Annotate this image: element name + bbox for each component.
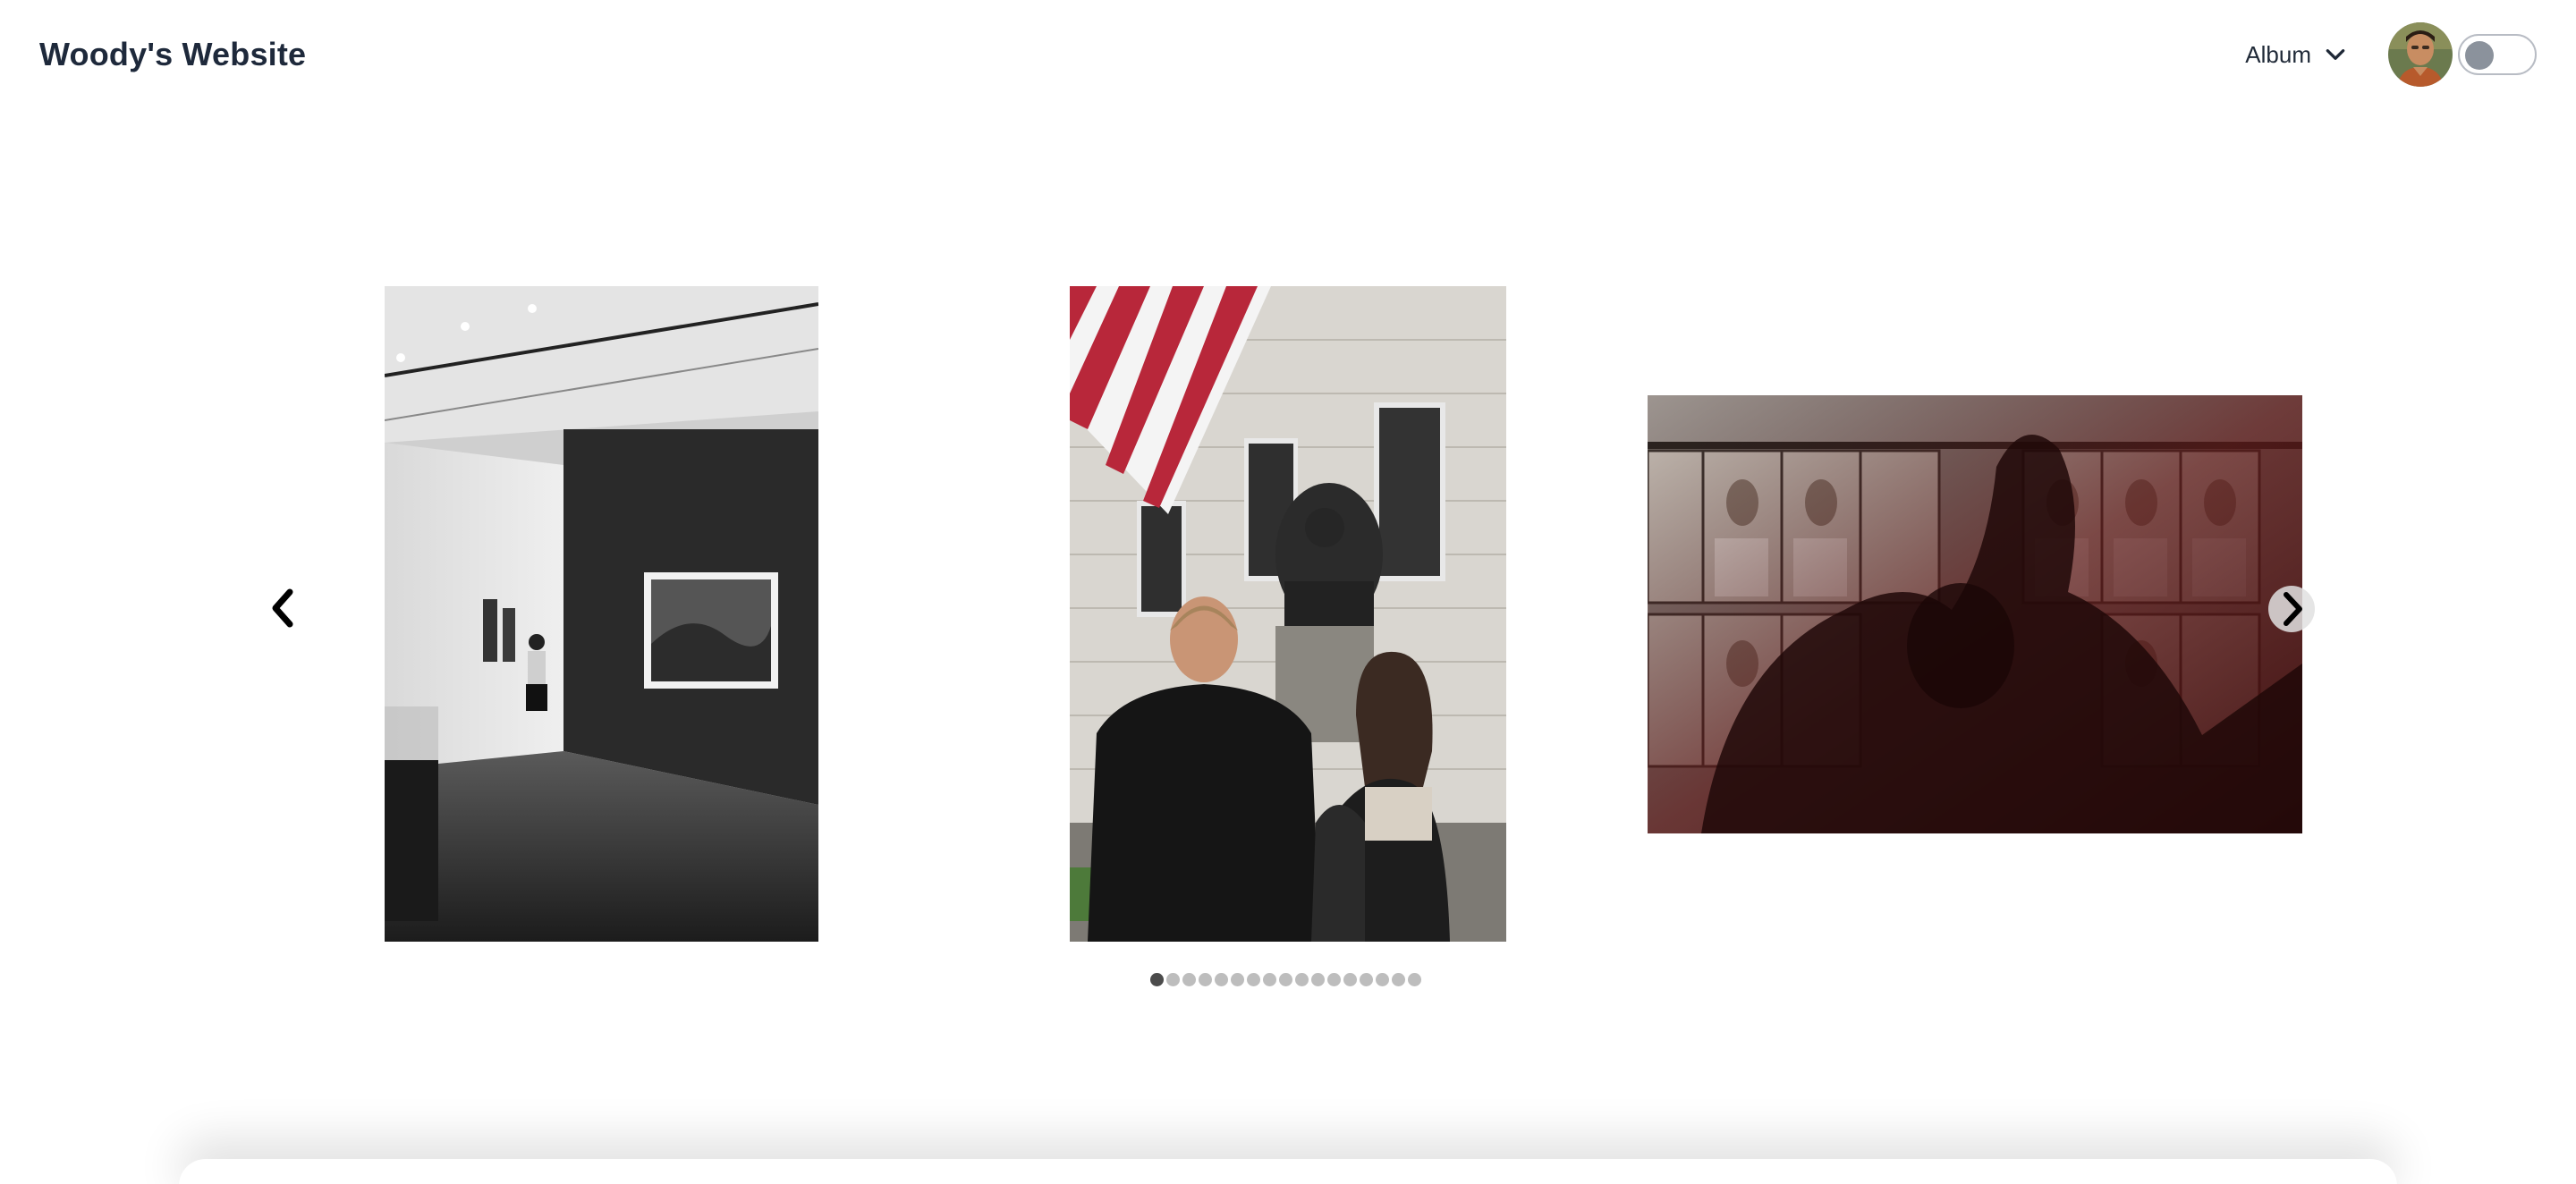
carousel-dot[interactable] xyxy=(1343,973,1357,986)
carousel-dot[interactable] xyxy=(1408,973,1421,986)
carousel-dot[interactable] xyxy=(1182,973,1196,986)
chevron-right-icon xyxy=(2284,592,2302,626)
header-controls: Album xyxy=(2245,22,2537,87)
carousel-dot[interactable] xyxy=(1327,973,1341,986)
carousel-dot[interactable] xyxy=(1263,973,1276,986)
carousel-dot[interactable] xyxy=(1231,973,1244,986)
carousel-dot[interactable] xyxy=(1215,973,1228,986)
site-title[interactable]: Woody's Website xyxy=(39,36,307,72)
carousel-prev-button[interactable] xyxy=(258,583,308,633)
carousel-dot[interactable] xyxy=(1311,973,1325,986)
gallery-visitor-image xyxy=(385,286,818,942)
flag-and-statue-photo[interactable] xyxy=(1070,286,1506,942)
theme-toggle-knob[interactable] xyxy=(2465,41,2494,70)
carousel-dot[interactable] xyxy=(1279,973,1292,986)
flag-and-statue-image xyxy=(1070,286,1506,942)
carousel-dot[interactable] xyxy=(1376,973,1389,986)
carousel-dot[interactable] xyxy=(1392,973,1405,986)
carousel-dot[interactable] xyxy=(1199,973,1212,986)
album-menu-button[interactable]: Album xyxy=(2245,41,2347,69)
chevron-down-icon xyxy=(2326,49,2345,60)
carousel-dot[interactable] xyxy=(1295,973,1309,986)
avatar[interactable] xyxy=(2388,22,2453,87)
carousel-dot[interactable] xyxy=(1166,973,1180,986)
carousel-dot[interactable] xyxy=(1247,973,1260,986)
carousel-dot[interactable] xyxy=(1150,973,1164,986)
carousel-next-button[interactable] xyxy=(2268,586,2315,632)
museum-reflection-image xyxy=(1648,395,2302,833)
avatar-image xyxy=(2388,22,2453,87)
album-menu-label: Album xyxy=(2245,40,2311,68)
carousel-dot[interactable] xyxy=(1360,973,1373,986)
footer-edge xyxy=(179,1159,2397,1184)
carousel-dots xyxy=(1150,973,1421,987)
photo-carousel xyxy=(0,109,2576,1093)
gallery-visitor-photo[interactable] xyxy=(385,286,818,942)
chevron-left-icon xyxy=(272,588,293,628)
museum-reflection-photo[interactable] xyxy=(1648,395,2302,833)
site-header: Woody's Website Album xyxy=(0,0,2576,109)
theme-toggle[interactable] xyxy=(2458,34,2537,75)
